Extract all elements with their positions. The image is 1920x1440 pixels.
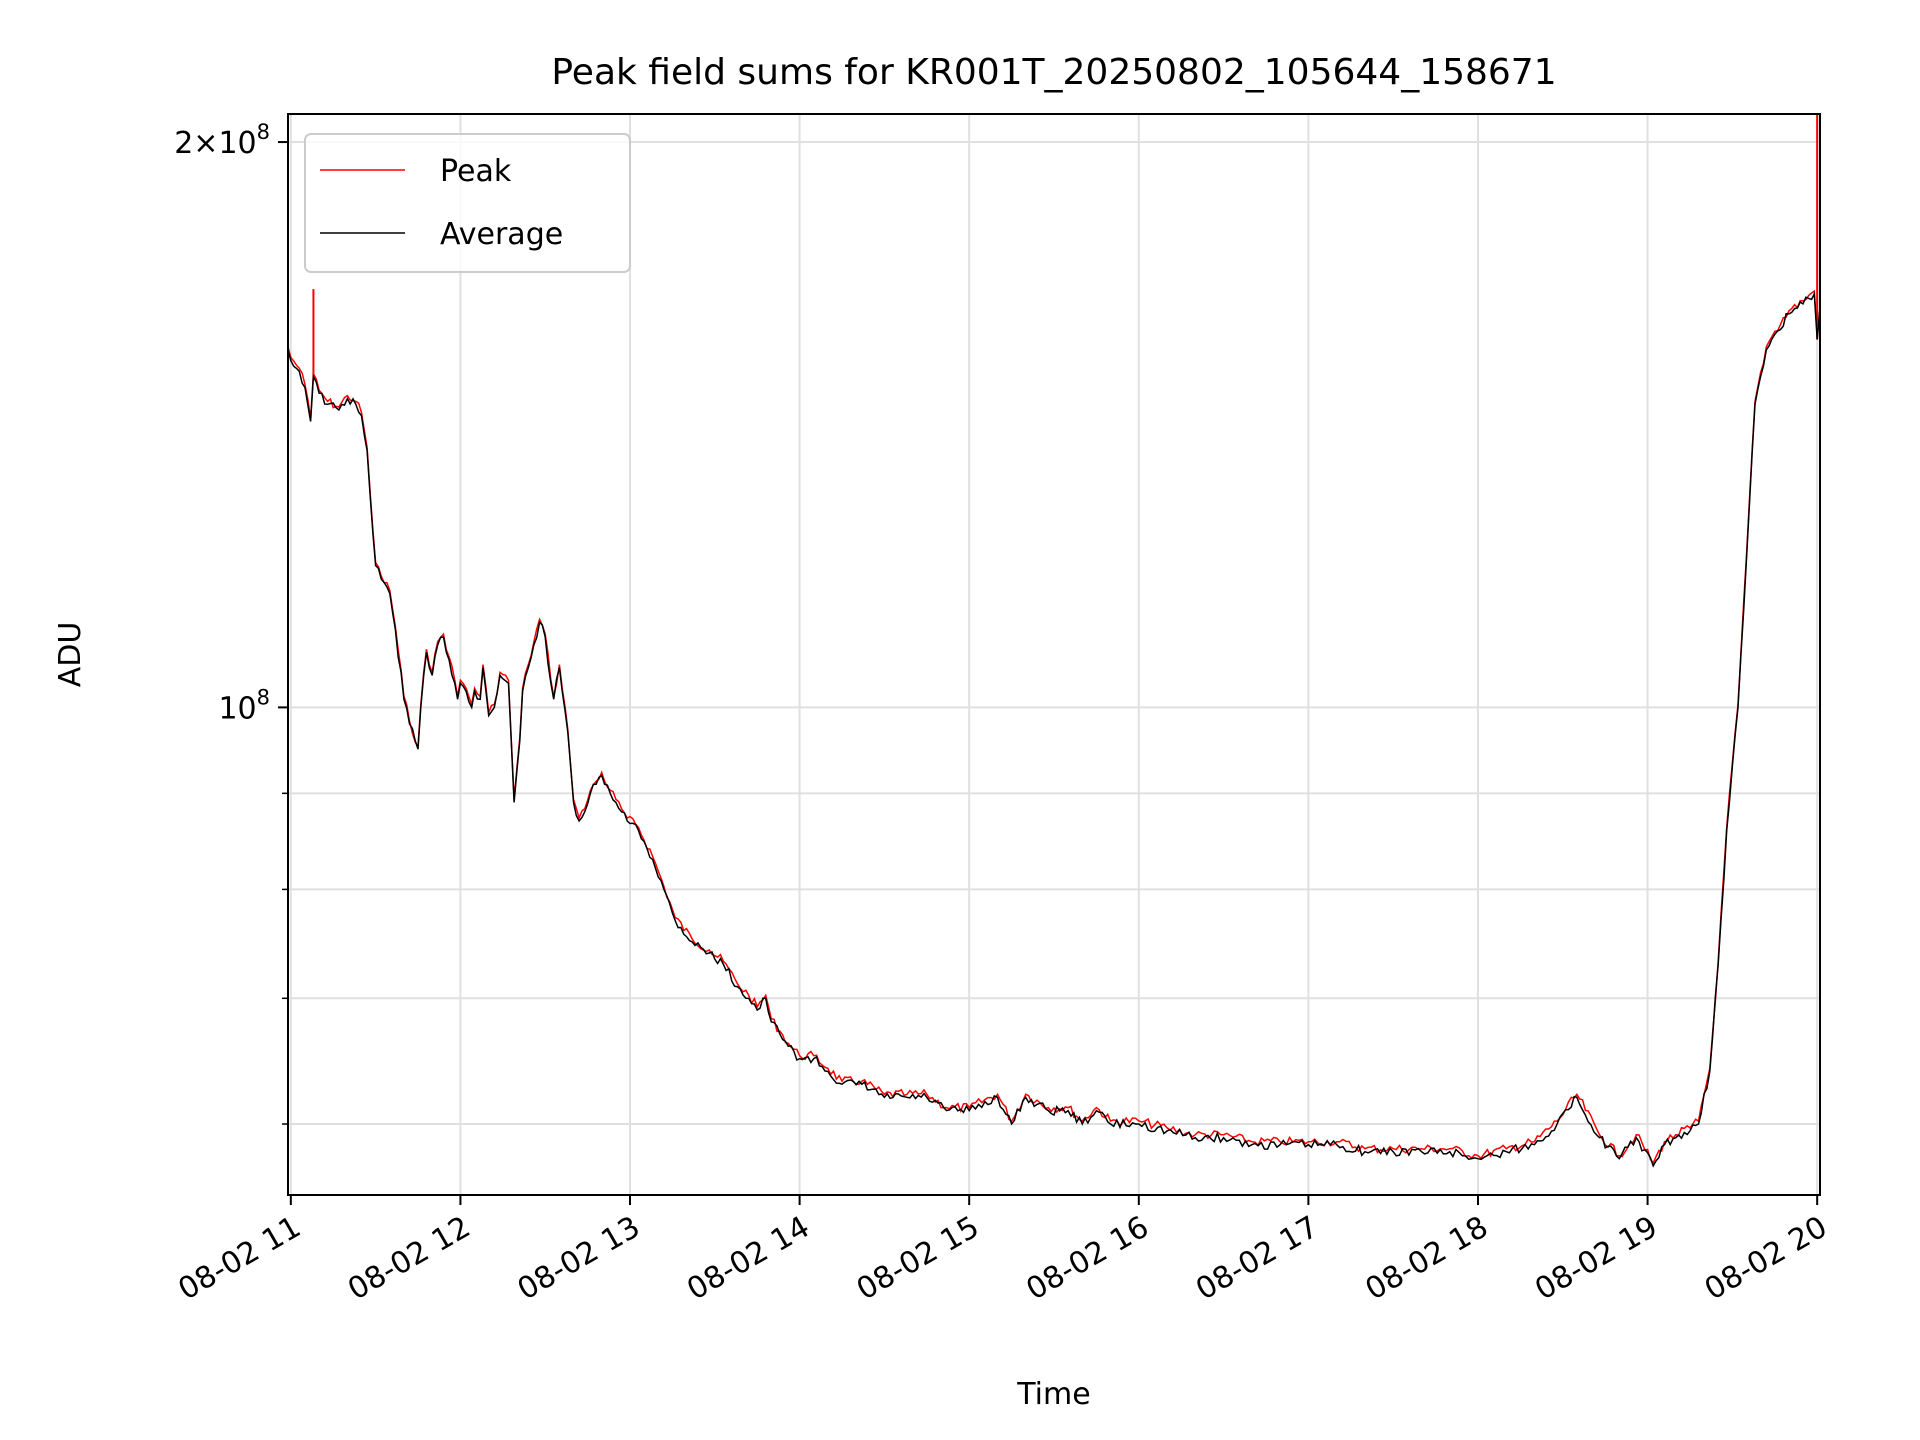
series-layer [287, 114, 1821, 1168]
x-axis-label: Time [1016, 1377, 1090, 1412]
axes-frame [287, 113, 1821, 1196]
legend: Peak Average [304, 133, 631, 273]
legend-box [304, 133, 631, 273]
y-tick-label: 108 [218, 685, 270, 726]
series-line-peak [287, 289, 1821, 1165]
legend-label-peak: Peak [440, 154, 512, 189]
y-tick-label: 2×108 [174, 120, 270, 161]
chart-title: Peak field sums for KR001T_20250802_1056… [551, 52, 1556, 93]
legend-label-average: Average [440, 217, 563, 252]
y-axis-label: ADU [53, 622, 88, 688]
y-axis: 108 2×108 [174, 120, 288, 1125]
series-line-average [287, 291, 1821, 1168]
